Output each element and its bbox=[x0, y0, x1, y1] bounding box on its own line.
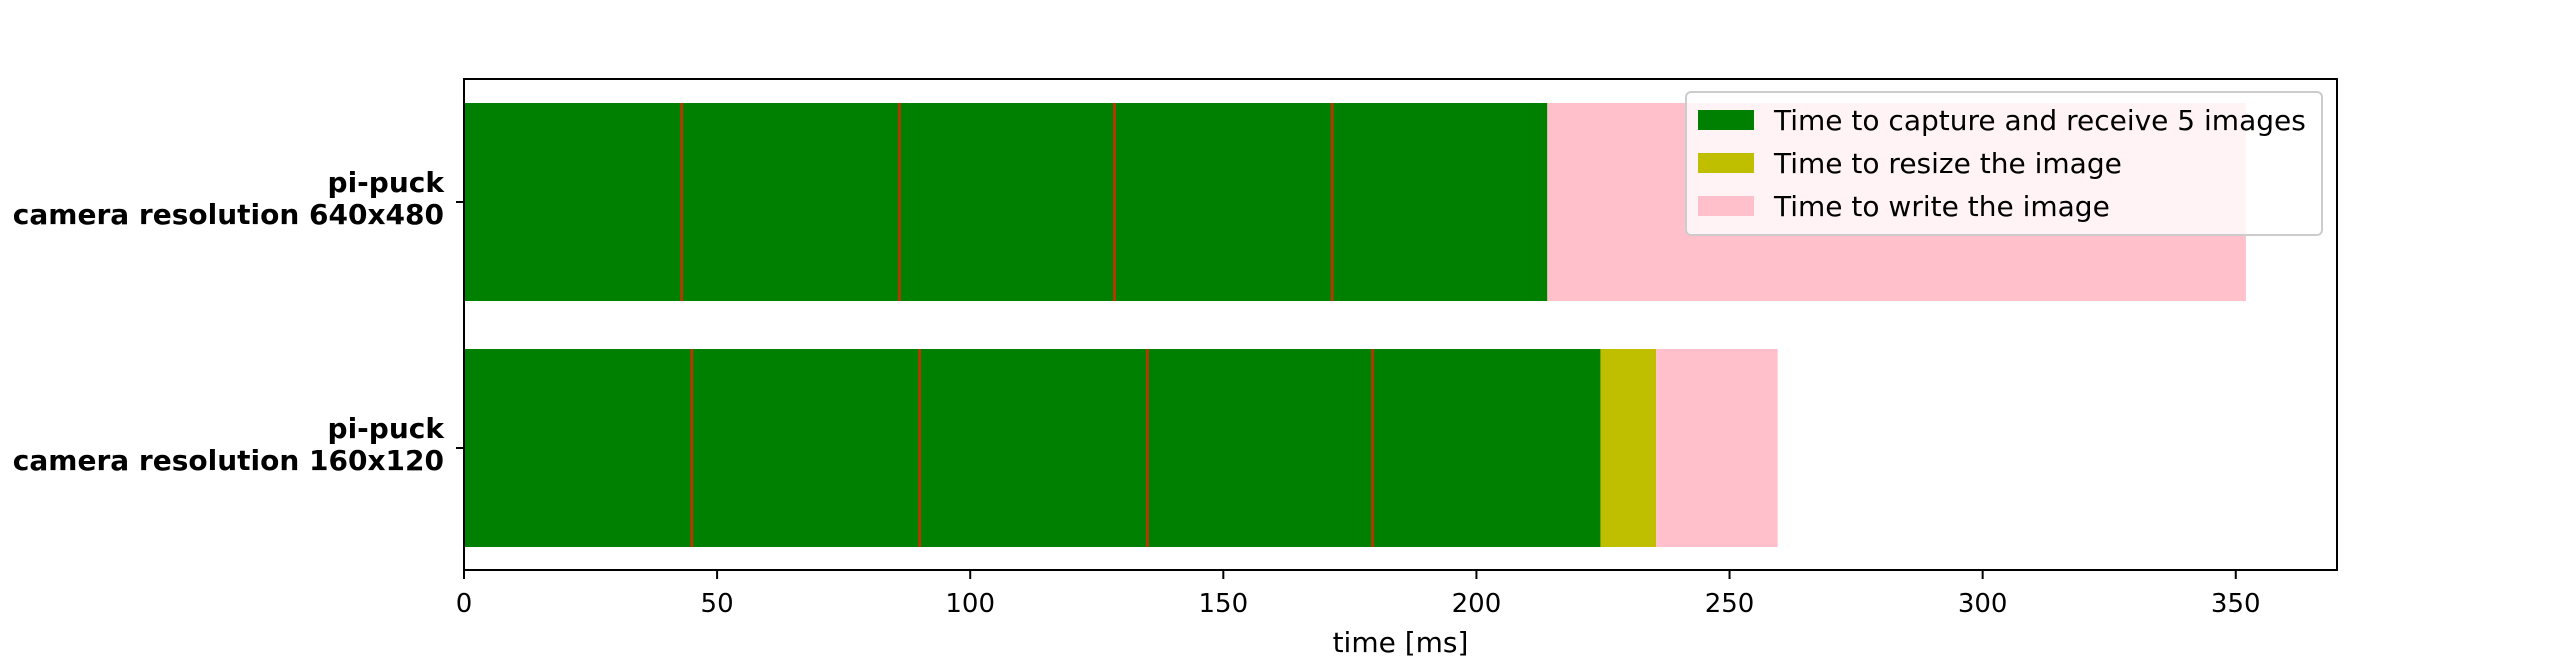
x-tick-label: 50 bbox=[701, 589, 734, 619]
y-tick-label-line: camera resolution 640x480 bbox=[13, 198, 444, 231]
x-axis-title: time [ms] bbox=[1333, 626, 1469, 659]
x-tick-label: 300 bbox=[1958, 589, 2008, 619]
y-tick-label-line: camera resolution 160x120 bbox=[13, 444, 444, 477]
x-tick-label: 150 bbox=[1199, 589, 1249, 619]
legend-swatch-3 bbox=[1698, 196, 1754, 216]
legend-box bbox=[1685, 91, 2323, 236]
x-tick-label: 100 bbox=[945, 589, 995, 619]
legend-swatch-1 bbox=[1698, 110, 1754, 130]
x-tick-label: 350 bbox=[2211, 589, 2261, 619]
x-axis: 0 50 100 150 200 250 300 350 bbox=[456, 570, 2261, 619]
plot-frame bbox=[463, 78, 2338, 571]
bar-1-cat-1 bbox=[464, 103, 1548, 301]
y-tick-label-line: pi-puck bbox=[328, 166, 446, 199]
y-tick-label: pi-puck camera resolution 160x120 bbox=[13, 412, 446, 477]
x-tick-label: 200 bbox=[1452, 589, 1502, 619]
y-tick-label-line: pi-puck bbox=[328, 412, 446, 445]
legend-label-1: Time to capture and receive 5 images bbox=[1773, 104, 2306, 137]
y-tick-label: pi-puck camera resolution 640x480 bbox=[13, 166, 446, 231]
legend: Time to capture and receive 5 images Time… bbox=[1685, 91, 2323, 236]
x-tick-label: 0 bbox=[456, 589, 473, 619]
x-tick-label: 250 bbox=[1705, 589, 1755, 619]
legend-label-3: Time to write the image bbox=[1773, 190, 2110, 223]
bar-1-cat-2 bbox=[464, 349, 1601, 547]
bar-2-cat-2 bbox=[1600, 349, 1657, 547]
bar-3-cat-2 bbox=[1656, 349, 1778, 547]
legend-swatch-2 bbox=[1698, 153, 1754, 173]
legend-label-2: Time to resize the image bbox=[1773, 147, 2122, 180]
